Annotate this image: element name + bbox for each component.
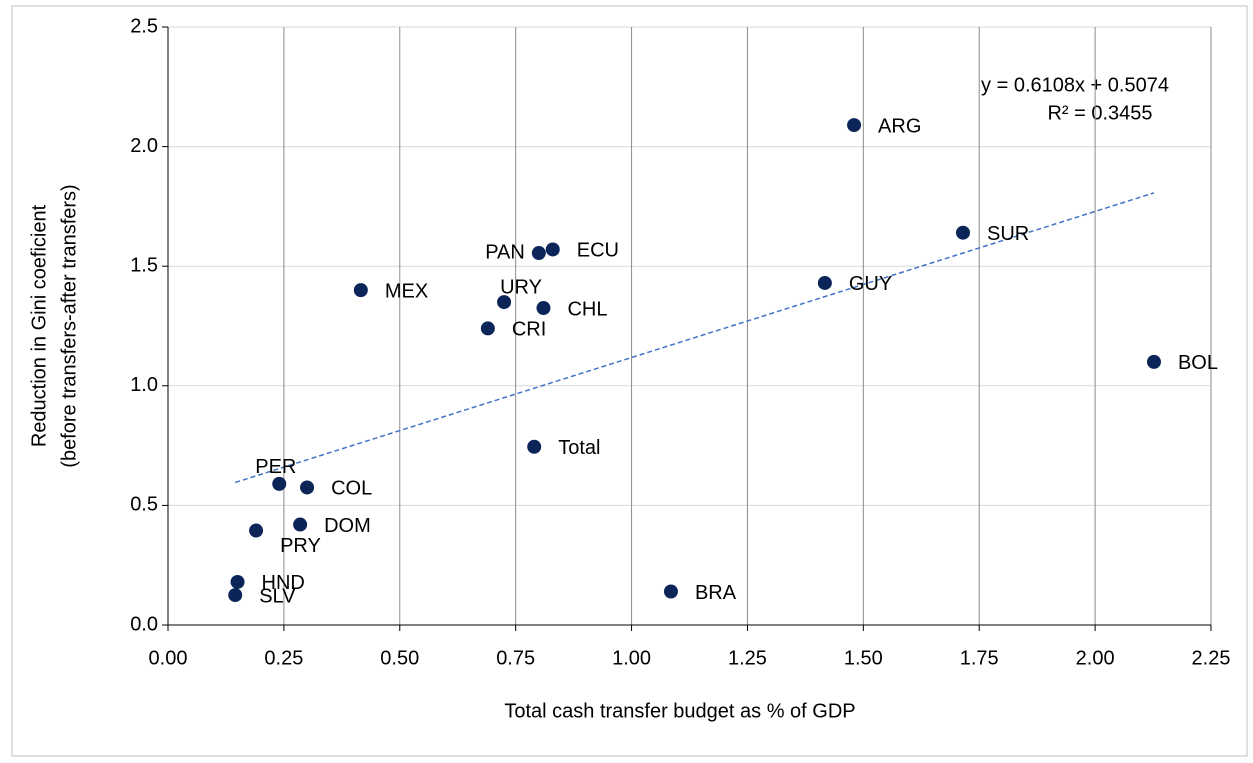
- y-tick-label: 1.5: [130, 254, 158, 276]
- y-axis-label: Reduction in Gini coeficient: [28, 204, 50, 447]
- point: [817, 275, 832, 290]
- point-label: BOL: [1178, 352, 1218, 374]
- point-label: GUY: [849, 273, 892, 295]
- point-label: ARG: [878, 115, 921, 137]
- y-tick-label: 2.5: [130, 15, 158, 37]
- point-label: CRI: [512, 319, 546, 341]
- point: [228, 588, 243, 603]
- point-label: HND: [262, 572, 305, 594]
- x-tick-label: 1.00: [612, 647, 651, 669]
- point-label: CHL: [567, 298, 607, 320]
- y-axis-label: (before transfers-after transfers): [58, 184, 80, 467]
- point: [531, 246, 546, 261]
- chart-frame: [11, 5, 1248, 757]
- point-label: PER: [255, 456, 296, 478]
- point-label: PAN: [485, 241, 525, 263]
- x-tick-label: 0.50: [380, 647, 419, 669]
- point-label: COL: [331, 478, 372, 500]
- y-tick-label: 2.0: [130, 135, 158, 157]
- point-label: SLV: [259, 585, 296, 607]
- point-label: BRA: [695, 582, 737, 604]
- point: [663, 584, 678, 599]
- y-tick-label: 1.0: [130, 374, 158, 396]
- point-label: SUR: [987, 223, 1029, 245]
- point: [527, 439, 542, 454]
- x-tick-label: 1.75: [960, 647, 999, 669]
- point-label: DOM: [324, 515, 371, 537]
- trend-equation: y = 0.6108x + 0.5074: [981, 74, 1169, 96]
- point: [955, 225, 970, 240]
- point-label: ECU: [577, 240, 619, 262]
- point: [249, 523, 264, 538]
- trend-line: [234, 192, 1155, 484]
- y-tick-label: 0.5: [130, 494, 158, 516]
- x-tick-label: 0.00: [149, 647, 188, 669]
- x-tick-label: 2.25: [1192, 647, 1231, 669]
- point: [353, 283, 368, 298]
- x-tick-label: 1.50: [844, 647, 883, 669]
- point-label: URY: [500, 276, 542, 298]
- x-tick-label: 2.00: [1076, 647, 1115, 669]
- point: [230, 574, 245, 589]
- point: [480, 321, 495, 336]
- point: [1146, 354, 1161, 369]
- x-axis-label: Total cash transfer budget as % of GDP: [504, 700, 855, 722]
- point: [293, 517, 308, 532]
- x-tick-label: 0.25: [264, 647, 303, 669]
- x-tick-label: 1.25: [728, 647, 767, 669]
- point-label: PRY: [280, 535, 321, 557]
- point-label: Total: [558, 437, 600, 459]
- point: [536, 301, 551, 316]
- point: [545, 242, 560, 257]
- y-tick-label: 0.0: [130, 613, 158, 635]
- point: [272, 476, 287, 491]
- trend-r2: R² = 0.3455: [1047, 102, 1152, 124]
- point: [497, 295, 512, 310]
- point: [847, 118, 862, 133]
- point: [300, 480, 315, 495]
- point-label: MEX: [385, 280, 428, 302]
- x-tick-label: 0.75: [496, 647, 535, 669]
